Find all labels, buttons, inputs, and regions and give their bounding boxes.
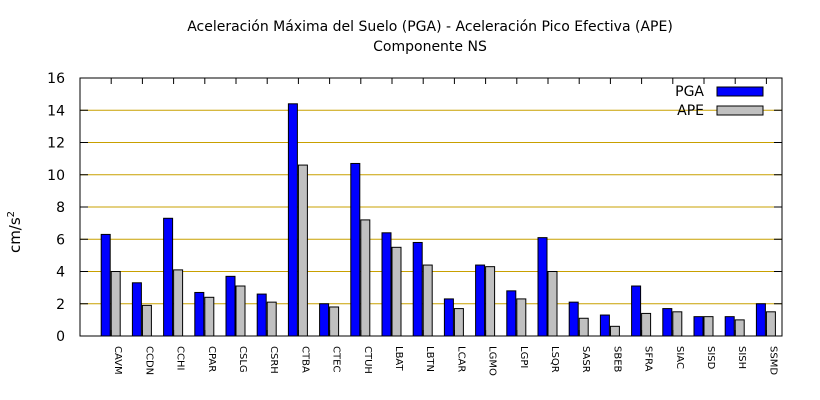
y-tick-label: 14 bbox=[47, 103, 65, 119]
bar-pga-lbtn bbox=[412, 241, 423, 337]
bar-pga-sasr bbox=[568, 301, 579, 337]
x-category-label: CTEC bbox=[331, 346, 342, 372]
x-category-label: CTBA bbox=[299, 346, 310, 373]
x-category-label: CSLG bbox=[237, 346, 248, 373]
bar-pga-cslg bbox=[225, 275, 236, 337]
bar-ape-lbtn bbox=[422, 264, 433, 337]
x-category-label: SASR bbox=[580, 346, 591, 373]
bar-pga-lgmo bbox=[475, 264, 486, 337]
ticks bbox=[80, 77, 782, 337]
x-category-label: LGPI bbox=[518, 346, 529, 368]
bar-pga-cchi bbox=[163, 217, 174, 337]
bar-ape-sisd bbox=[703, 316, 714, 337]
bar-pga-ssmd bbox=[755, 303, 766, 337]
bar-pga-lgpi bbox=[506, 290, 517, 337]
x-category-label: LBAT bbox=[393, 346, 404, 371]
bar-ape-lgmo bbox=[485, 266, 496, 337]
bar-pga-ctba bbox=[287, 103, 298, 337]
x-category-label: SISD bbox=[705, 346, 716, 370]
bar-ape-sfra bbox=[641, 312, 652, 337]
y-tick-label: 12 bbox=[47, 136, 65, 152]
bar-ape-cchi bbox=[173, 269, 184, 337]
y-tick-label: 2 bbox=[56, 297, 65, 313]
bar-ape-cslg bbox=[235, 285, 246, 337]
bar-ape-cpar bbox=[204, 296, 215, 337]
x-category-label: LBTN bbox=[424, 346, 435, 372]
x-category-label: SSMD bbox=[767, 346, 778, 375]
bar-ape-ctec bbox=[329, 306, 340, 337]
y-tick-label: 6 bbox=[56, 232, 65, 248]
x-category-label: CCDN bbox=[143, 346, 154, 375]
bar-ape-ctba bbox=[297, 164, 308, 337]
y-tick-labels: 0 2 4 6 8 10 12 14 16 bbox=[47, 71, 65, 345]
bar-pga-lbat bbox=[381, 232, 392, 337]
bar-ape-ccdn bbox=[141, 304, 152, 337]
bar-ape-sish bbox=[734, 319, 745, 337]
y-tick-label: 8 bbox=[56, 200, 65, 216]
y-axis-label: cm/s2 bbox=[6, 211, 24, 253]
bar-pga-sisd bbox=[693, 316, 704, 337]
bar-pga-ctec bbox=[319, 303, 330, 337]
bar-ape-ctuh bbox=[360, 219, 371, 337]
x-category-labels: CAVM CCDN CCHI CPAR CSLG CSRH CTBA CTEC CTUH LBAT… bbox=[112, 346, 778, 376]
bar-ape-lcar bbox=[453, 308, 464, 337]
bar-pga-sbeb bbox=[599, 314, 610, 337]
x-category-label: LCAR bbox=[455, 346, 466, 372]
legend-label-pga: PGA bbox=[675, 84, 704, 100]
bar-ape-lbat bbox=[391, 246, 402, 337]
legend-label-ape: APE bbox=[677, 103, 704, 119]
bar-ape-sbeb bbox=[609, 325, 620, 337]
legend: PGA APE bbox=[675, 84, 764, 119]
x-category-label: CPAR bbox=[206, 346, 217, 372]
y-tick-label: 10 bbox=[47, 168, 65, 184]
x-category-label: LSQR bbox=[549, 346, 560, 373]
legend-swatch-ape bbox=[716, 105, 764, 116]
bar-pga-ccdn bbox=[131, 282, 142, 337]
bar-pga-siac bbox=[662, 308, 673, 337]
x-category-label: SBEB bbox=[611, 346, 622, 373]
y-tick-label: 4 bbox=[56, 265, 65, 281]
chart-title-line2: Componente NS bbox=[373, 39, 487, 55]
x-category-label: SFRA bbox=[643, 346, 654, 372]
bar-ape-cavm bbox=[110, 271, 121, 337]
bar-pga-ctuh bbox=[350, 162, 361, 337]
bar-pga-cavm bbox=[100, 233, 111, 337]
x-category-label: CTUH bbox=[362, 346, 373, 374]
bar-ape-lsqr bbox=[547, 271, 558, 337]
x-category-label: SIAC bbox=[674, 346, 685, 369]
bar-ape-sasr bbox=[578, 317, 589, 337]
bar-ape-siac bbox=[672, 311, 683, 337]
y-tick-label: 0 bbox=[56, 329, 65, 345]
bar-ape-csrh bbox=[266, 301, 277, 337]
bar-pga-lsqr bbox=[537, 237, 548, 337]
bars bbox=[100, 103, 776, 337]
chart-title-line1: Aceleración Máxima del Suelo (PGA) - Ace… bbox=[187, 19, 673, 35]
bar-pga-csrh bbox=[256, 293, 267, 337]
bar-pga-sish bbox=[724, 316, 735, 337]
x-category-label: SISH bbox=[736, 346, 747, 369]
x-category-label: CCHI bbox=[175, 346, 186, 370]
bar-pga-cpar bbox=[194, 291, 205, 337]
bar-ape-ssmd bbox=[765, 311, 776, 337]
bar-ape-lgpi bbox=[516, 298, 527, 337]
legend-swatch-pga bbox=[716, 86, 764, 97]
x-category-label: CAVM bbox=[112, 346, 123, 375]
bar-pga-sfra bbox=[631, 285, 642, 337]
x-category-label: LGMO bbox=[487, 346, 498, 376]
bar-pga-lcar bbox=[443, 298, 454, 337]
y-tick-label: 16 bbox=[47, 71, 65, 87]
gridlines bbox=[80, 109, 782, 305]
x-category-label: CSRH bbox=[268, 346, 279, 374]
